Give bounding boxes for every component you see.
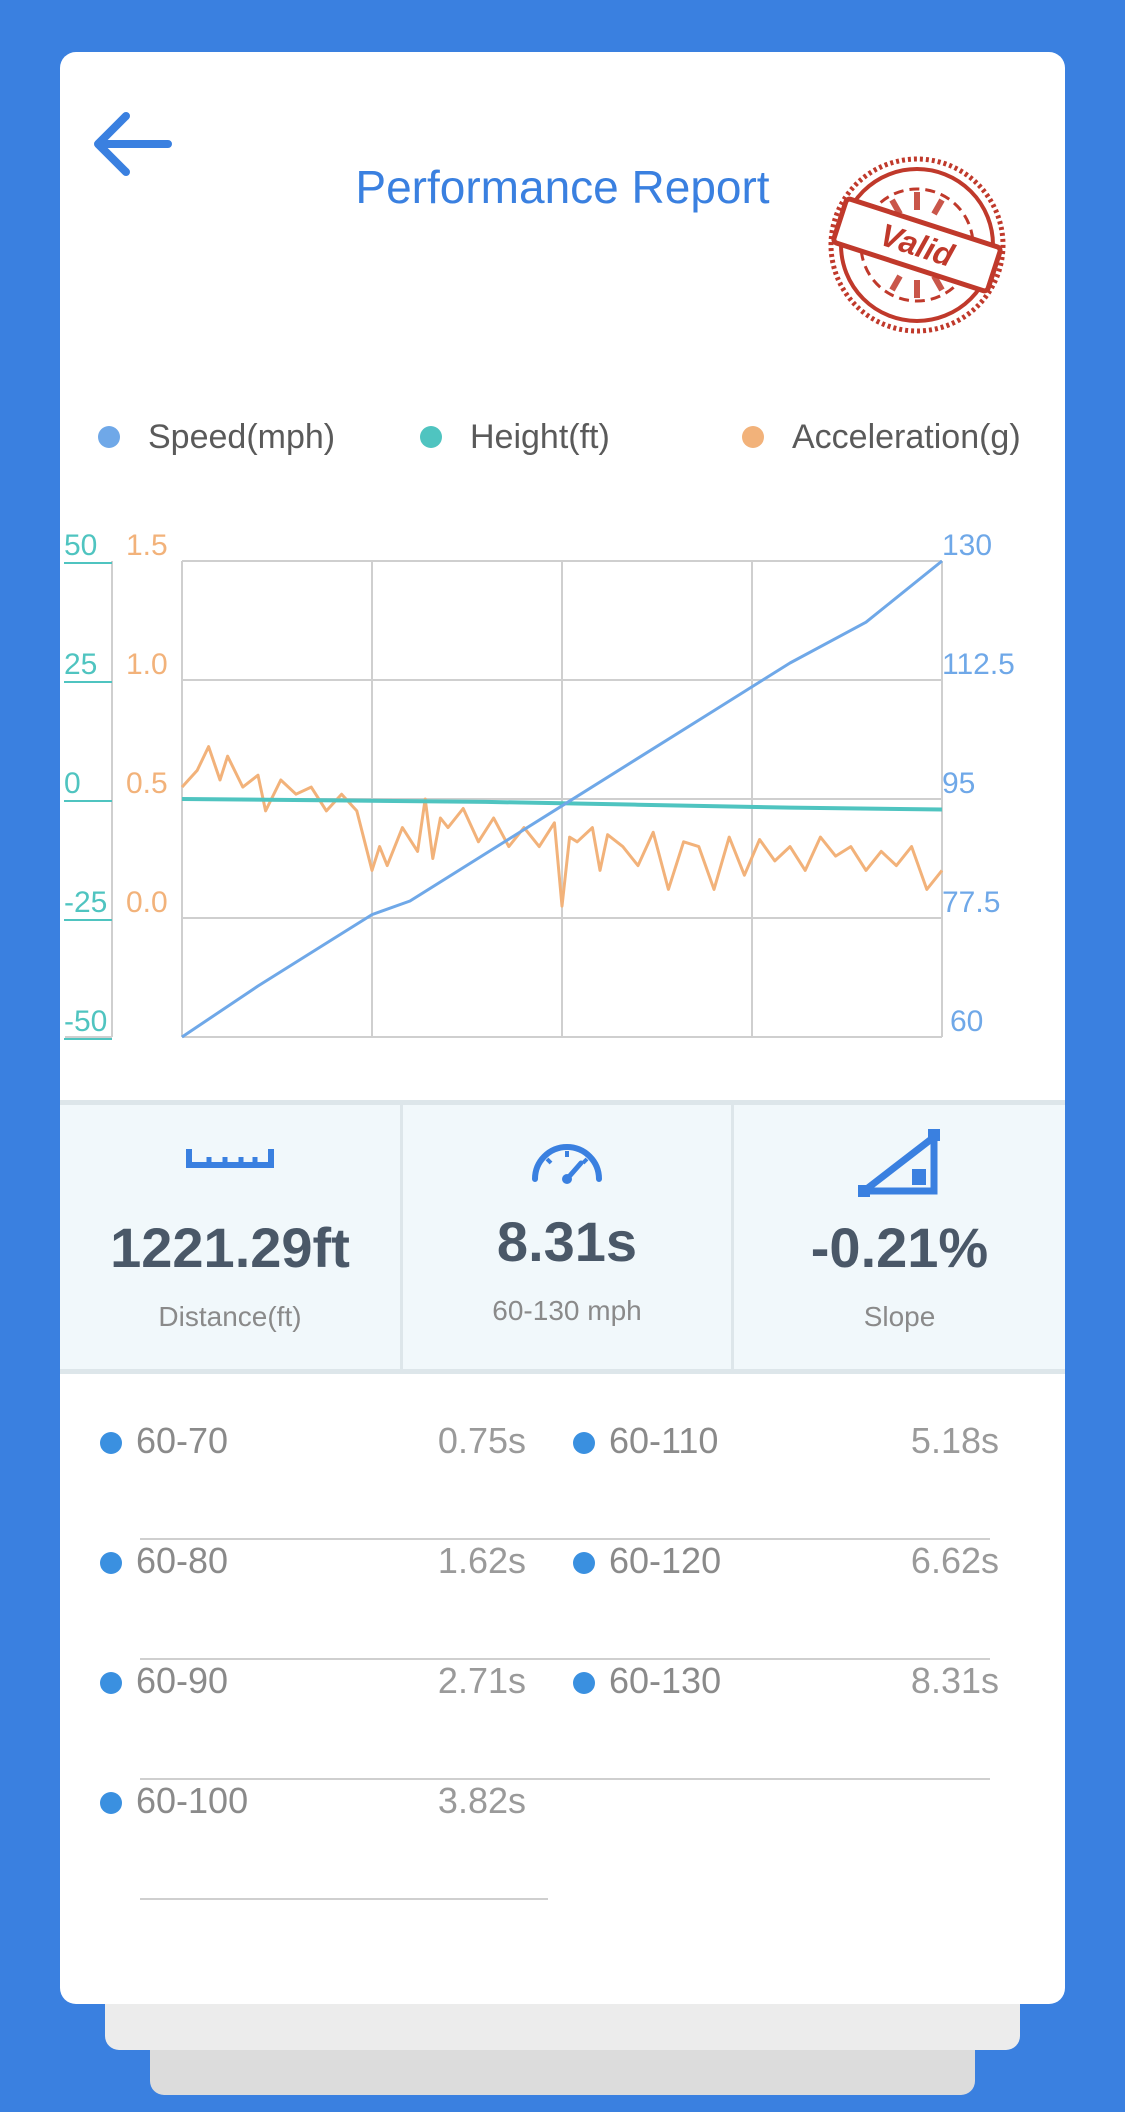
stat-label: Slope: [863, 1301, 936, 1332]
stat-value: -0.21%: [810, 1216, 989, 1279]
height-tick-label: 25: [64, 648, 97, 681]
split-value: 6.62s: [910, 1540, 999, 1581]
split-row: 60-110 5.18s: [573, 1412, 999, 1472]
split-label: 60-100: [136, 1780, 249, 1821]
split-row: 60-80 1.62s: [100, 1532, 526, 1592]
split-value: 0.75s: [437, 1420, 526, 1461]
speed-tick-label: 95: [942, 767, 975, 800]
stat-distance: 1221.29ft Distance(ft): [60, 1105, 400, 1369]
split-value: 1.62s: [437, 1540, 526, 1581]
divider: [140, 1778, 990, 1780]
split-label: 60-120: [609, 1540, 722, 1581]
legend-item-acceleration: Acceleration(g): [742, 412, 1021, 462]
split-value: 2.71s: [437, 1660, 526, 1701]
acceleration-tick-label: 0.0: [126, 886, 168, 919]
stats-panel: 1221.29ft Distance(ft) 8.31s 60-130 mph: [60, 1100, 1065, 1374]
split-dot: [573, 1672, 595, 1694]
speed-tick-label: 130: [942, 529, 992, 562]
speedometer-icon: [532, 1144, 602, 1184]
split-row: 60-70 0.75s: [100, 1412, 526, 1472]
height-tick-label: -50: [64, 1005, 107, 1038]
acceleration-tick-label: 1.0: [126, 648, 168, 681]
acceleration-tick-label: 1.5: [126, 529, 168, 562]
legend-label: Height(ft): [470, 417, 610, 456]
speed-tick-label: 77.5: [942, 886, 1000, 919]
split-row: 60-100 3.82s: [100, 1772, 526, 1832]
legend-item-height: Height(ft): [420, 412, 610, 462]
arrow-left-icon: [94, 112, 172, 176]
back-button[interactable]: [88, 104, 172, 184]
stat-label: Distance(ft): [158, 1301, 302, 1332]
divider: [140, 1538, 990, 1540]
performance-chart: 50 25 0 -25 -50 1.5 1.0 0.5 0.0 130 112.5 95 77.5 60: [64, 529, 1015, 1040]
stat-time: 8.31s 60-130 mph: [400, 1105, 731, 1369]
speed-tick-label: 112.5: [942, 648, 1015, 681]
legend-label: Acceleration(g): [792, 417, 1021, 456]
legend-dot: [98, 426, 120, 448]
slope-icon: [857, 1129, 940, 1197]
valid-stamp: Valid: [822, 150, 1012, 340]
legend-item-speed: Speed(mph): [98, 412, 335, 462]
ruler-icon: [186, 1149, 274, 1168]
chart-legend: Speed(mph) Height(ft) Acceleration(g): [60, 412, 1065, 462]
speed-tick-label: 60: [950, 1005, 983, 1038]
legend-dot: [742, 426, 764, 448]
split-label: 60-70: [136, 1420, 229, 1461]
stat-value: 1221.29ft: [110, 1216, 350, 1279]
stat-slope: -0.21% Slope: [731, 1105, 1065, 1369]
divider: [140, 1898, 548, 1900]
split-dot: [100, 1552, 122, 1574]
height-tick-label: -25: [64, 886, 107, 919]
split-row: 60-120 6.62s: [573, 1532, 999, 1592]
split-row: 60-90 2.71s: [100, 1652, 526, 1712]
report-card: Performance Report Valid Speed(mph): [60, 52, 1065, 2004]
split-label: 60-130: [609, 1660, 722, 1701]
divider: [140, 1658, 990, 1660]
page-title: Performance Report: [355, 161, 770, 213]
split-label: 60-80: [136, 1540, 229, 1581]
split-value: 3.82s: [437, 1780, 526, 1821]
height-tick-label: 50: [64, 529, 97, 562]
split-row: 60-130 8.31s: [573, 1652, 999, 1712]
series-line-height: [181, 797, 943, 812]
split-value: 8.31s: [910, 1660, 999, 1701]
legend-dot: [420, 426, 442, 448]
series-line-acceleration: [180, 745, 944, 908]
split-label: 60-90: [136, 1660, 229, 1701]
split-dot: [100, 1792, 122, 1814]
stat-value: 8.31s: [496, 1210, 638, 1273]
split-dot: [573, 1552, 595, 1574]
legend-label: Speed(mph): [148, 417, 336, 456]
split-dot: [573, 1432, 595, 1454]
split-dot: [100, 1672, 122, 1694]
series-line-speed: [181, 559, 943, 1039]
acceleration-tick-label: 0.5: [126, 767, 168, 800]
split-label: 60-110: [609, 1420, 719, 1461]
height-tick-label: 0: [64, 767, 81, 800]
split-dot: [100, 1432, 122, 1454]
split-value: 5.18s: [910, 1420, 999, 1461]
stat-label: 60-130 mph: [492, 1295, 642, 1326]
